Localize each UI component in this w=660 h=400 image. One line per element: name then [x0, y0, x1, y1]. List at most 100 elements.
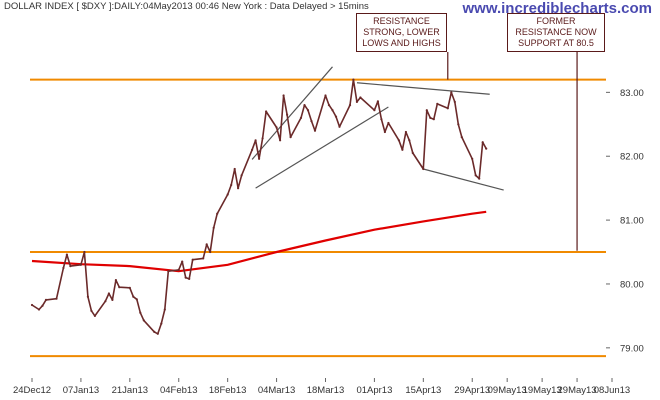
- price-point: [327, 104, 331, 107]
- price-point: [348, 104, 352, 107]
- price-point: [132, 295, 135, 298]
- price-point: [237, 187, 240, 190]
- price-point: [160, 322, 163, 325]
- price-point: [37, 308, 41, 311]
- price-point: [111, 298, 114, 301]
- price-point: [478, 177, 481, 180]
- price-point: [167, 270, 170, 273]
- y-tick-label: 83.00: [620, 88, 644, 99]
- price-point: [422, 167, 425, 171]
- x-tick-label: 04Mar13: [258, 385, 296, 396]
- price-point: [142, 319, 145, 322]
- price-point: [163, 308, 166, 311]
- price-point: [104, 300, 107, 303]
- price-point: [408, 139, 411, 142]
- price-point: [181, 260, 184, 263]
- price-point: [324, 94, 327, 97]
- trend-line: [255, 106, 389, 189]
- price-point: [313, 129, 317, 132]
- y-tick-label: 82.00: [620, 152, 644, 163]
- price-point: [460, 136, 463, 139]
- price-point: [191, 258, 194, 261]
- callout-line: RESISTANCE: [373, 16, 430, 26]
- price-point: [90, 309, 93, 312]
- price-point: [474, 174, 477, 177]
- price-point: [216, 212, 219, 215]
- x-tick-label: 07Jan13: [63, 385, 99, 396]
- price-point: [209, 250, 212, 254]
- price-point: [471, 157, 474, 160]
- price-point: [306, 109, 310, 112]
- price-point: [65, 253, 68, 256]
- callout-line: FORMER: [536, 16, 576, 26]
- x-tick-label: 04Feb13: [160, 385, 198, 396]
- horizontal-levels: [30, 78, 606, 358]
- price-point: [139, 311, 142, 314]
- price-point: [93, 314, 96, 317]
- price-point: [485, 147, 488, 150]
- price-point: [226, 193, 229, 196]
- y-tick-label: 80.00: [620, 279, 644, 290]
- x-tick-label: 24Dec12: [13, 385, 51, 396]
- price-point: [254, 139, 257, 142]
- callout-resistance: RESISTANCE STRONG, LOWER LOWS AND HIGHS: [356, 13, 447, 52]
- price-point: [401, 148, 404, 151]
- price-point: [212, 226, 215, 229]
- price-point: [205, 243, 208, 246]
- price-point: [265, 110, 268, 113]
- x-tick-label: 29Apr13: [454, 385, 490, 396]
- price-point: [373, 109, 376, 112]
- trend-lines: [251, 66, 504, 191]
- price-point: [44, 298, 48, 301]
- callout-line: STRONG, LOWER: [363, 27, 440, 37]
- price-point: [450, 91, 453, 94]
- price-point: [299, 116, 303, 119]
- price-point: [114, 279, 117, 282]
- price-point: [240, 174, 243, 177]
- price-point: [289, 136, 292, 139]
- price-point: [282, 94, 285, 97]
- price-point: [55, 297, 58, 300]
- price-layer: [30, 78, 488, 335]
- callout-markers: [447, 49, 578, 251]
- price-point: [397, 139, 400, 142]
- price-point: [156, 332, 159, 335]
- moving-average-layer: [31, 210, 487, 273]
- price-point: [79, 263, 82, 266]
- price-point: [83, 250, 86, 254]
- price-point: [275, 126, 278, 129]
- chart-title: DOLLAR INDEX [ $DXY ]:DAILY:04May2013 00…: [4, 1, 369, 12]
- callout-line: LOWS AND HIGHS: [362, 38, 441, 48]
- price-point: [411, 151, 414, 155]
- trend-line: [423, 168, 504, 191]
- price-point: [334, 115, 338, 118]
- price-point: [258, 157, 261, 160]
- callout-line: RESISTANCE NOW: [515, 27, 597, 37]
- price-point: [184, 276, 187, 279]
- price-point: [453, 100, 456, 103]
- price-point: [387, 121, 390, 125]
- price-point: [86, 295, 89, 298]
- x-tick-label: 18Mar13: [307, 385, 345, 396]
- price-point: [432, 118, 435, 121]
- x-tick-label: 29May13: [558, 385, 597, 396]
- price-point: [457, 123, 460, 126]
- price-point: [279, 139, 282, 142]
- price-point: [429, 116, 432, 119]
- price-point: [233, 167, 236, 171]
- x-tick-label: 21Jan13: [112, 385, 148, 396]
- price-point: [188, 277, 191, 280]
- price-point: [41, 304, 44, 307]
- price-point: [352, 78, 355, 81]
- price-point: [481, 141, 484, 144]
- price-point: [230, 183, 233, 187]
- price-point: [355, 100, 358, 103]
- price-point: [128, 286, 131, 289]
- price-point: [359, 96, 362, 99]
- x-tick-label: 18Feb13: [209, 385, 247, 396]
- price-point: [107, 292, 110, 295]
- price-point: [446, 107, 449, 110]
- watermark[interactable]: www.incrediblecharts.com: [462, 0, 653, 17]
- price-point: [177, 268, 180, 271]
